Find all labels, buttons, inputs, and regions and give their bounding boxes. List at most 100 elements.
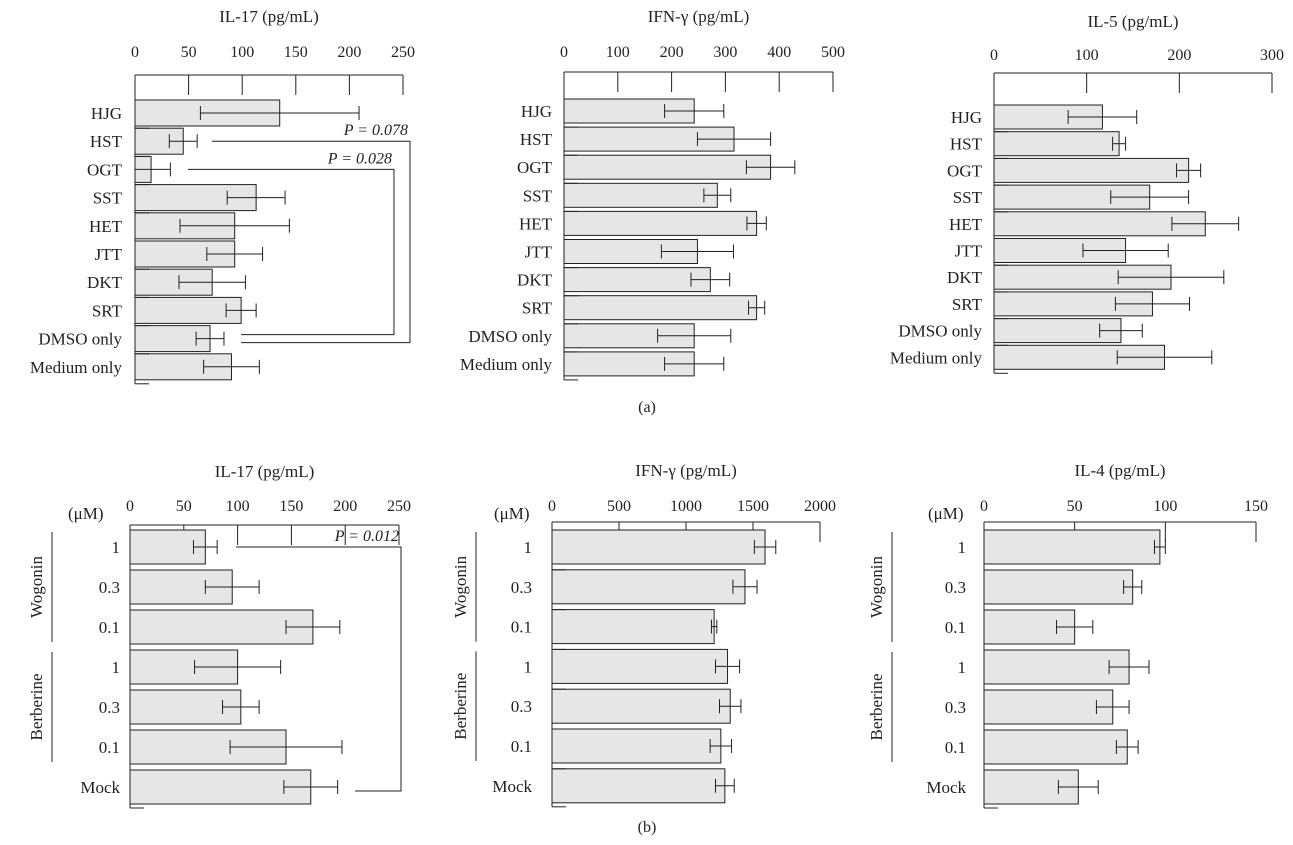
category-label: OGT	[517, 158, 553, 177]
category-label: Mock	[926, 778, 966, 797]
category-label: SST	[953, 188, 983, 207]
category-label: Medium only	[460, 355, 553, 374]
bar	[563, 182, 718, 208]
category-label: JTT	[95, 245, 123, 264]
group-label: Wogonin	[867, 556, 886, 618]
panel-a-label: (a)	[638, 399, 656, 416]
category-label: JTT	[525, 243, 553, 262]
category-label: OGT	[947, 161, 983, 180]
bar	[551, 529, 766, 565]
bar	[551, 609, 715, 645]
category-label: 0.3	[945, 698, 966, 717]
category-label: DMSO only	[468, 327, 552, 346]
x-tick-label: 200	[333, 498, 357, 515]
bar	[983, 649, 1130, 685]
x-tick-label: 50	[181, 44, 197, 61]
x-tick-label: 200	[660, 44, 684, 61]
category-label: HET	[949, 215, 983, 234]
category-label: DKT	[87, 273, 123, 292]
x-tick-label: 400	[767, 44, 791, 61]
category-label: 0.3	[99, 698, 120, 717]
category-label: 0.1	[945, 618, 966, 637]
category-label: 0.3	[511, 697, 532, 716]
category-label: SRT	[952, 295, 983, 314]
bar	[129, 609, 314, 645]
x-tick-label: 100	[1153, 498, 1177, 515]
category-label: 0.3	[99, 578, 120, 597]
significance-bracket	[212, 140, 411, 344]
chart-3: IL-5 (pg/mL) 0 100 200 300 HJG HST OGT SST HET JTT…	[890, 12, 1284, 374]
chart-5: IFN-γ (pg/mL) 0 500 1000 1500 2000 1 0.3 0.1 1 0.3…	[451, 461, 836, 808]
category-label: 0.1	[945, 738, 966, 757]
category-label: 1	[958, 658, 967, 677]
unit-label: (μM)	[928, 504, 964, 523]
category-label: HJG	[91, 104, 122, 123]
chart-title: IL-17 (pg/mL)	[215, 462, 315, 481]
x-tick-label: 100	[1075, 47, 1099, 64]
category-label: Medium only	[30, 358, 123, 377]
bar	[551, 768, 726, 804]
bar	[129, 769, 312, 805]
category-label: DKT	[517, 271, 553, 290]
x-tick-label: 50	[1067, 498, 1083, 515]
group-label: Berberine	[27, 673, 46, 740]
category-label: 1	[524, 538, 533, 557]
x-tick-label: 250	[391, 44, 415, 61]
group-label: Berberine	[451, 673, 470, 740]
bar	[129, 529, 206, 565]
bar	[993, 211, 1206, 237]
category-label: HST	[950, 135, 983, 154]
category-label: 0.1	[511, 737, 532, 756]
category-label: HST	[90, 132, 123, 151]
category-label: 1	[112, 658, 121, 677]
x-tick-label: 0	[131, 44, 139, 61]
category-label: HJG	[951, 108, 982, 127]
x-tick-label: 500	[607, 498, 631, 515]
category-label: Mock	[492, 777, 532, 796]
unit-label: (μM)	[494, 504, 530, 523]
group-label: Berberine	[867, 673, 886, 740]
x-tick-label: 0	[126, 498, 134, 515]
bar	[993, 131, 1120, 157]
x-tick-label: 300	[713, 44, 737, 61]
chart-1: IL-17 (pg/mL) 0 50 100 150 200 250 HJG HST OGT SST…	[30, 7, 415, 385]
significance-bracket	[188, 168, 395, 336]
chart-title: IL-5 (pg/mL)	[1087, 12, 1178, 31]
bar	[983, 569, 1134, 605]
x-tick-label: 0	[560, 44, 568, 61]
chart-6: IL-4 (pg/mL) 0 50 100 150 1 0.3 0.1 1 0.3 0.1 Mock (…	[867, 461, 1268, 809]
bar	[983, 729, 1128, 765]
category-label: DMSO only	[898, 322, 982, 341]
category-label: SRT	[92, 301, 123, 320]
bar	[993, 157, 1190, 183]
category-label: DKT	[947, 268, 983, 287]
category-label: Medium only	[890, 348, 983, 367]
bar	[563, 267, 711, 293]
bar	[563, 210, 758, 236]
category-label: 0.3	[511, 578, 532, 597]
category-label: 1	[524, 657, 533, 676]
x-tick-label: 100	[606, 44, 630, 61]
x-tick-label: 0	[548, 498, 556, 515]
category-label: HET	[89, 217, 123, 236]
category-label: 0.1	[99, 738, 120, 757]
p-value-label: P = 0.012	[334, 528, 399, 545]
x-tick-label: 300	[1260, 47, 1284, 64]
p-value-label: P = 0.028	[327, 150, 392, 167]
category-label: 0.1	[511, 618, 532, 637]
x-tick-label: 150	[284, 44, 308, 61]
bar	[983, 529, 1161, 565]
x-tick-label: 1500	[737, 498, 769, 515]
bar	[563, 154, 772, 180]
bar	[551, 569, 746, 605]
category-label: HET	[519, 214, 553, 233]
bar	[551, 728, 722, 764]
category-label: Mock	[80, 778, 120, 797]
category-label: 0.3	[945, 578, 966, 597]
category-label: 1	[958, 538, 967, 557]
category-label: SRT	[522, 299, 553, 318]
bar	[563, 295, 758, 321]
category-label: JTT	[955, 242, 983, 261]
x-tick-label: 150	[279, 498, 303, 515]
